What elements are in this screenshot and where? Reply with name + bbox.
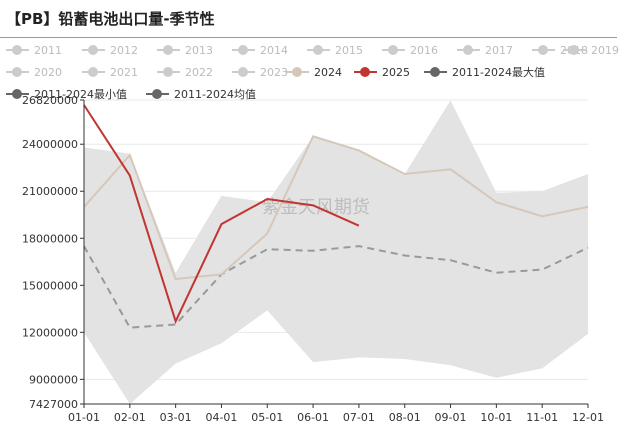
series-line-average [83, 245, 589, 329]
legend-label: 2021 [110, 65, 138, 79]
y-tick-label: 24000000 [22, 138, 78, 151]
legend-marker-icon [157, 44, 180, 56]
legend-marker-icon [424, 66, 447, 78]
x-tick-label: 04-01 [205, 411, 237, 424]
legend-label: 2011-2024均值 [174, 88, 256, 101]
legend-item-2011[interactable]: 2011 [6, 42, 62, 58]
legend-item-2022[interactable]: 2022 [157, 64, 213, 80]
legend-item-2021[interactable]: 2021 [82, 64, 138, 80]
legend-label: 2014 [260, 43, 288, 57]
legend-marker-icon [6, 44, 29, 56]
series-lines [83, 104, 589, 329]
legend-item-2011-2024均值[interactable]: 2011-2024均值 [146, 86, 256, 102]
legend-label: 2016 [410, 43, 438, 57]
legend-marker-icon [286, 66, 309, 78]
x-tick-label: 11-01 [526, 411, 558, 424]
legend-item-2019[interactable]: 2019 [563, 42, 619, 58]
x-tick-label: 10-01 [480, 411, 512, 424]
x-tick-label: 02-01 [114, 411, 146, 424]
legend-item-2013[interactable]: 2013 [157, 42, 213, 58]
max-min-band-area [84, 100, 588, 405]
legend-label: 2019 [591, 43, 619, 57]
legend-item-2017[interactable]: 2017 [457, 42, 513, 58]
legend-label: 2017 [485, 43, 513, 57]
legend-item-2024[interactable]: 2024 [286, 64, 342, 80]
x-tick-label: 03-01 [160, 411, 192, 424]
legend-marker-icon [6, 66, 29, 78]
legend-marker-icon [532, 44, 555, 56]
legend-item-2020[interactable]: 2020 [6, 64, 62, 80]
legend-marker-icon [307, 44, 330, 56]
legend-label: 2013 [185, 43, 213, 57]
y-tick-label: 9000000 [29, 373, 78, 386]
legend-label: 2024 [314, 65, 342, 79]
legend-marker-icon [232, 44, 255, 56]
legend-item-2015[interactable]: 2015 [307, 42, 363, 58]
legend-item-2011-2024最大值[interactable]: 2011-2024最大值 [424, 64, 545, 80]
legend-label: 2023 [260, 65, 288, 79]
legend-label: 2011-2024最小值 [34, 88, 127, 101]
legend-item-2023[interactable]: 2023 [232, 64, 288, 80]
y-tick-label: 15000000 [22, 279, 78, 292]
legend-label: 2020 [34, 65, 62, 79]
legend-marker-icon [6, 88, 29, 100]
legend-marker-icon [82, 66, 105, 78]
legend-marker-icon [157, 66, 180, 78]
legend-marker-icon [563, 44, 586, 56]
legend-label: 2012 [110, 43, 138, 57]
x-tick-label: 06-01 [297, 411, 329, 424]
legend-marker-icon [232, 66, 255, 78]
title-divider [0, 37, 617, 38]
legend-marker-icon [457, 44, 480, 56]
legend-label: 2011 [34, 43, 62, 57]
y-tick-label: 12000000 [22, 326, 78, 339]
legend-marker-icon [146, 88, 169, 100]
y-tick-label: 21000000 [22, 185, 78, 198]
chart-title: 【PB】铅蓄电池出口量-季节性 [6, 10, 215, 28]
min-max-band [84, 100, 588, 405]
x-tick-label: 12-01 [572, 411, 604, 424]
x-tick-label: 09-01 [435, 411, 467, 424]
x-tick-label: 01-01 [68, 411, 100, 424]
axes: 26820000 24000000 21000000 18000000 15000000… [22, 94, 604, 424]
legend-label: 2025 [382, 65, 410, 79]
legend-item-2025[interactable]: 2025 [354, 64, 410, 80]
x-tick-label: 08-01 [389, 411, 421, 424]
legend-label: 2022 [185, 65, 213, 79]
legend-marker-icon [354, 66, 377, 78]
series-line-2025 [83, 104, 360, 325]
x-tick-label: 05-01 [251, 411, 283, 424]
y-tick-label: 7427000 [29, 398, 78, 411]
legend-marker-icon [382, 44, 405, 56]
legend-label: 2015 [335, 43, 363, 57]
y-tick-label: 26820000 [22, 94, 78, 107]
legend-item-2016[interactable]: 2016 [382, 42, 438, 58]
y-tick-label: 18000000 [22, 232, 78, 245]
legend-item-2011-2024最小值[interactable]: 2011-2024最小值 [6, 86, 127, 102]
legend-item-2012[interactable]: 2012 [82, 42, 138, 58]
legend-item-2014[interactable]: 2014 [232, 42, 288, 58]
series-line-2024 [83, 135, 589, 281]
legend-marker-icon [82, 44, 105, 56]
x-tick-label: 07-01 [343, 411, 375, 424]
legend-label: 2011-2024最大值 [452, 66, 545, 79]
